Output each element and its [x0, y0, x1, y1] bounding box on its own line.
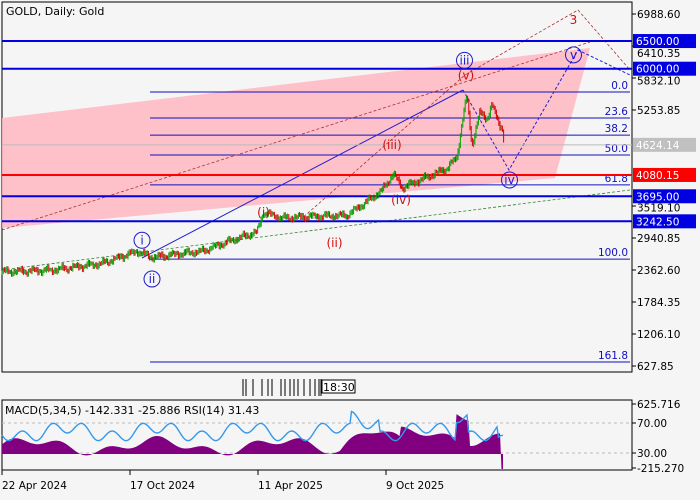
dashed-trendline	[1, 41, 591, 231]
fib-level-label: 0.0	[611, 80, 628, 92]
price-level-badge-label: 6500.00	[636, 36, 679, 48]
wave-label-red: (i)	[257, 206, 270, 220]
fib-level-label: 23.6	[605, 106, 629, 118]
wave-label-red: (iv)	[391, 193, 411, 207]
price-axis: 6988.60 6410.35 5832.10 5253.85 3519.10 2940.…	[632, 9, 696, 373]
wave-label-blue: v	[570, 48, 577, 62]
price-tick-label: 5832.10	[637, 76, 680, 88]
indicator-pane	[1, 399, 633, 471]
price-level-badge	[633, 137, 696, 152]
wave-label-red: (iii)	[382, 138, 401, 152]
price-level-badge	[633, 167, 696, 182]
wave-channel	[2, 48, 590, 228]
time-marker-box	[321, 379, 356, 394]
price-level-badge	[633, 214, 696, 229]
wave-circle	[143, 270, 161, 288]
rsi-line	[1, 410, 504, 442]
wave-label-red: 3	[570, 13, 578, 27]
price-level-badge	[633, 34, 696, 49]
indicator-plot: 625.716 70.00 30.00 -215.270	[1, 399, 684, 475]
date-tick-label: 22 Apr 2024	[2, 480, 67, 492]
price-level-badge	[633, 61, 696, 76]
wave-circle	[133, 231, 151, 249]
wave-label-blue: i	[140, 233, 143, 247]
wave-label-blue: iii	[459, 53, 469, 67]
fib-level-label: 161.8	[598, 350, 628, 362]
indicator-tick-label: -215.270	[637, 463, 684, 475]
price-level-badge-label: 4624.14	[636, 140, 680, 152]
date-tick-label: 9 Oct 2025	[386, 480, 444, 492]
indicator-tick-label: 30.00	[637, 448, 667, 460]
date-tick-label: 17 Oct 2024	[130, 480, 195, 492]
price-level-badge-label: 6000.00	[636, 64, 679, 76]
wave-label-blue: ii	[149, 272, 156, 286]
price-level-badge-label: 3242.50	[636, 216, 679, 228]
date-tick-label: 11 Apr 2025	[258, 480, 323, 492]
price-tick-label: 2940.85	[637, 233, 680, 245]
price-tick-label: 1206.10	[637, 329, 680, 341]
price-tick-label: 627.85	[637, 361, 674, 373]
price-tick-label: 3519.10	[637, 202, 680, 214]
time-marker-label: 18:30	[323, 381, 355, 394]
indicator-tick-label: 70.00	[637, 418, 667, 430]
fib-level-label: 100.0	[598, 247, 628, 259]
wave-circle	[501, 171, 518, 189]
price-tick-label: 5253.85	[637, 105, 680, 117]
main-plot: 0.023.638.250.061.8100.0161.8iiiiiiivv(i…	[1, 9, 632, 363]
wave-label-red: (ii)	[326, 236, 342, 250]
price-tick-label: 6410.35	[637, 48, 680, 60]
forecast-path	[462, 49, 631, 172]
wave-label-red: (v)	[458, 68, 474, 82]
price-level-badge-label: 4080.15	[636, 170, 679, 182]
support-trendline	[1, 189, 631, 271]
price-level-badge-label: 3695.00	[636, 191, 679, 203]
wave-circle	[456, 51, 473, 69]
indicator-title: MACD(5,34,5) -142.331 -25.886 RSI(14) 31…	[5, 404, 259, 417]
fib-level-label: 50.0	[605, 143, 628, 155]
price-tick-label: 6988.60	[637, 9, 680, 21]
price-tick-label: 2362.60	[637, 265, 680, 277]
wave-circle	[565, 46, 582, 64]
time-marker: 18:30	[242, 379, 356, 396]
price-level-badge	[633, 189, 696, 204]
price-tick-label: 1784.35	[637, 297, 680, 309]
wave-label-blue: iv	[504, 173, 514, 187]
fib-level-label: 38.2	[605, 123, 628, 135]
chart-title: GOLD, Daily: Gold	[6, 5, 104, 18]
date-axis: 22 Apr 2024 17 Oct 2024 11 Apr 2025 9 Oct 2…	[1, 470, 444, 492]
macd-histogram	[2, 414, 503, 469]
indicator-tick-label: 625.716	[637, 399, 681, 411]
